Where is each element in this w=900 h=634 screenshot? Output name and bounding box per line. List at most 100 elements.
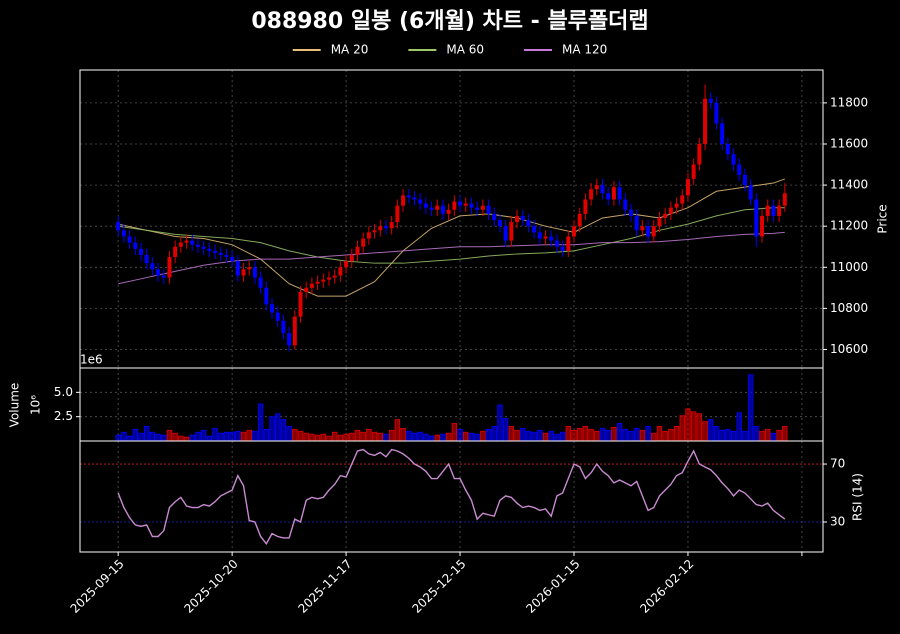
panel-frame bbox=[79, 69, 824, 369]
candle-body bbox=[292, 316, 297, 346]
volume-bar bbox=[577, 427, 583, 442]
candle-body bbox=[782, 193, 787, 206]
candle-body bbox=[469, 203, 474, 208]
volume-bar bbox=[269, 416, 275, 442]
y-tick-label: 11600 bbox=[830, 136, 868, 150]
volume-bar bbox=[571, 429, 577, 442]
rsi-axis-label: RSI (14) bbox=[851, 473, 865, 521]
candle-body bbox=[458, 201, 463, 206]
volume-bar bbox=[400, 427, 406, 442]
candle-body bbox=[503, 226, 508, 241]
candle-body bbox=[395, 205, 400, 223]
candle-body bbox=[161, 275, 166, 278]
candle-body bbox=[372, 230, 377, 233]
volume-bar bbox=[212, 427, 218, 442]
x-tick-label: 2025-09-15 bbox=[68, 557, 127, 616]
candle-body bbox=[520, 215, 525, 221]
volume-bar bbox=[451, 423, 458, 442]
y-tick-label: 10600 bbox=[830, 342, 868, 356]
candle-body bbox=[287, 333, 292, 346]
candle-body bbox=[429, 207, 434, 210]
candle-body bbox=[213, 250, 218, 253]
legend-label: MA 20 bbox=[331, 43, 369, 57]
volume-bar bbox=[126, 435, 133, 442]
volume-bar bbox=[343, 433, 349, 442]
volume-bar bbox=[622, 428, 628, 442]
candle-body bbox=[623, 199, 628, 210]
candle-body bbox=[332, 275, 337, 278]
candle-body bbox=[156, 269, 161, 276]
x-tick-label: 2025-11-17 bbox=[295, 557, 354, 616]
y-tick-label: 11200 bbox=[830, 219, 868, 233]
volume-tick-label: 2.5 bbox=[54, 409, 73, 423]
candle-body bbox=[463, 203, 468, 206]
volume-bar bbox=[633, 427, 640, 442]
candle-body bbox=[150, 263, 155, 270]
candle-body bbox=[138, 248, 143, 255]
volume-bar bbox=[502, 418, 509, 442]
y-tick-label: 11000 bbox=[830, 260, 868, 274]
candle-body bbox=[509, 222, 514, 241]
volume-bar bbox=[628, 430, 634, 442]
volume-bar bbox=[434, 434, 440, 442]
volume-bar bbox=[645, 425, 651, 442]
candle-body bbox=[190, 240, 195, 245]
volume-bar bbox=[423, 433, 429, 442]
volume-bar bbox=[514, 429, 520, 442]
candle-body bbox=[606, 193, 611, 200]
volume-bar bbox=[371, 431, 378, 442]
candle-body bbox=[549, 236, 554, 241]
candle-body bbox=[754, 199, 759, 237]
volume-bar bbox=[275, 413, 281, 442]
volume-bar bbox=[286, 425, 292, 442]
volume-bar bbox=[673, 425, 680, 442]
volume-bar bbox=[121, 431, 127, 442]
candle-body bbox=[412, 197, 417, 200]
candle-body bbox=[651, 226, 656, 237]
legend-item: MA 60 bbox=[408, 43, 484, 57]
candle-body bbox=[742, 174, 747, 186]
price-axis-label: Price bbox=[876, 204, 890, 233]
volume-bar bbox=[497, 404, 503, 442]
volume-bar bbox=[548, 430, 554, 442]
volume-bar bbox=[639, 429, 646, 442]
candle-body bbox=[475, 207, 480, 210]
volume-bar bbox=[206, 435, 213, 442]
candle-body bbox=[646, 226, 651, 237]
candle-body bbox=[184, 240, 189, 243]
candle-body bbox=[401, 195, 406, 206]
volume-bar bbox=[235, 430, 241, 442]
ma-line bbox=[118, 207, 785, 264]
volume-bar bbox=[474, 433, 480, 442]
candle-body bbox=[480, 205, 485, 210]
candle-body bbox=[201, 246, 206, 249]
candle-body bbox=[440, 205, 445, 214]
volume-bar bbox=[685, 408, 691, 442]
candle-body bbox=[560, 246, 565, 251]
candle-body bbox=[435, 205, 440, 210]
volume-bar bbox=[178, 435, 184, 442]
volume-bar bbox=[292, 428, 298, 442]
volume-bar bbox=[223, 431, 230, 442]
volume-bar bbox=[257, 403, 264, 442]
rsi-tick-label: 30 bbox=[830, 515, 845, 529]
volume-bar bbox=[303, 432, 309, 442]
volume-bar bbox=[651, 432, 657, 442]
volume-bar bbox=[360, 431, 366, 442]
volume-bar bbox=[491, 425, 497, 442]
volume-bar bbox=[252, 430, 258, 442]
candle-body bbox=[252, 267, 257, 278]
candle-body bbox=[737, 164, 742, 175]
y-tick-label: 11800 bbox=[830, 95, 868, 109]
volume-bar bbox=[331, 431, 338, 442]
volume-bar bbox=[155, 433, 161, 442]
candle-body bbox=[572, 226, 577, 237]
volume-bar bbox=[366, 428, 372, 442]
candle-body bbox=[241, 269, 246, 276]
volume-bar bbox=[388, 429, 395, 442]
volume-bar bbox=[668, 428, 674, 442]
volume-bar bbox=[411, 432, 418, 442]
candle-body bbox=[207, 248, 212, 251]
candle-body bbox=[703, 98, 708, 144]
